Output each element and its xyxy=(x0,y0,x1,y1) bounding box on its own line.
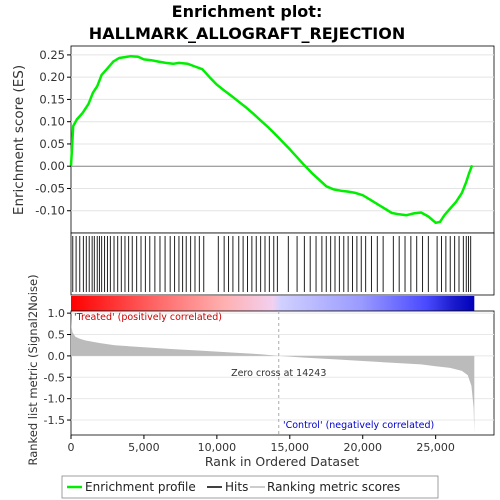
es-y-tick-label: 0.25 xyxy=(39,48,65,62)
legend-metric-label: Ranking metric scores xyxy=(267,480,400,494)
metric-gridlines xyxy=(71,312,494,421)
chart-title: Enrichment plot: xyxy=(172,2,323,21)
metric-panel-frame xyxy=(70,310,495,436)
metric-y-tick-label: -1.5 xyxy=(44,414,65,427)
metric-y-tick-label: 1.0 xyxy=(48,307,66,320)
es-y-tick-label: -0.10 xyxy=(35,204,65,218)
legend-enrichment-label: Enrichment profile xyxy=(85,480,196,494)
x-tick-label: 15,000 xyxy=(271,441,310,454)
metric-y-tick-label: 0.5 xyxy=(48,329,66,342)
metric-y-axis-label: Ranked list metric (Signal2Noise) xyxy=(26,274,40,465)
zero-cross-label: Zero cross at 14243 xyxy=(231,368,326,379)
legend: Enrichment profile Hits Ranking metric s… xyxy=(61,475,439,499)
metric-x-ticks: 0 5,000 10,000 15,000 20,000 25,000 xyxy=(68,435,455,454)
es-y-tick-label: 0.05 xyxy=(39,137,65,151)
enrichment-score-panel: -0.10 -0.05 0.00 0.05 0.10 0.15 0.20 0.25 Enric… xyxy=(11,45,495,234)
es-y-tick-label: 0.00 xyxy=(39,159,65,173)
metric-y-tick-label: -1.0 xyxy=(44,393,65,406)
x-tick-label: 25,000 xyxy=(416,441,455,454)
treated-label: 'Treated' (positively correlated) xyxy=(74,312,222,323)
es-y-tick-label: -0.05 xyxy=(35,181,65,195)
x-tick-label: 10,000 xyxy=(198,441,237,454)
es-y-axis-label: Enrichment score (ES) xyxy=(11,65,27,215)
es-y-tick-label: 0.10 xyxy=(39,115,65,129)
es-y-tick-label: 0.20 xyxy=(39,70,65,84)
x-tick-label: 20,000 xyxy=(343,441,382,454)
ranked-metric-panel: Zero cross at 14243 'Treated' (positivel… xyxy=(26,274,495,469)
metric-y-ticks: -1.5 -1.0 -0.5 0.0 0.5 1.0 xyxy=(44,307,71,427)
control-label: 'Control' (negatively correlated) xyxy=(283,420,434,431)
x-tick-label: 0 xyxy=(68,441,75,454)
metric-y-tick-label: -0.5 xyxy=(44,371,65,384)
x-tick-label: 5,000 xyxy=(128,441,160,454)
metric-y-tick-label: 0.0 xyxy=(48,350,66,363)
rank-gradient-bar xyxy=(71,296,475,311)
enrichment-profile-line xyxy=(69,54,474,225)
hits-panel-frame xyxy=(70,232,495,296)
chart-subtitle: HALLMARK_ALLOGRAFT_REJECTION xyxy=(89,24,405,43)
rank-color-bar xyxy=(71,296,475,311)
hit-marks xyxy=(72,236,472,292)
es-y-tick-label: 0.15 xyxy=(39,92,65,106)
legend-hits-label: Hits xyxy=(225,480,248,494)
es-panel-frame xyxy=(70,45,495,234)
x-axis-label: Rank in Ordered Dataset xyxy=(205,454,359,469)
es-y-ticks: -0.10 -0.05 0.00 0.05 0.10 0.15 0.20 0.25 xyxy=(35,48,71,218)
hits-panel xyxy=(70,232,495,296)
